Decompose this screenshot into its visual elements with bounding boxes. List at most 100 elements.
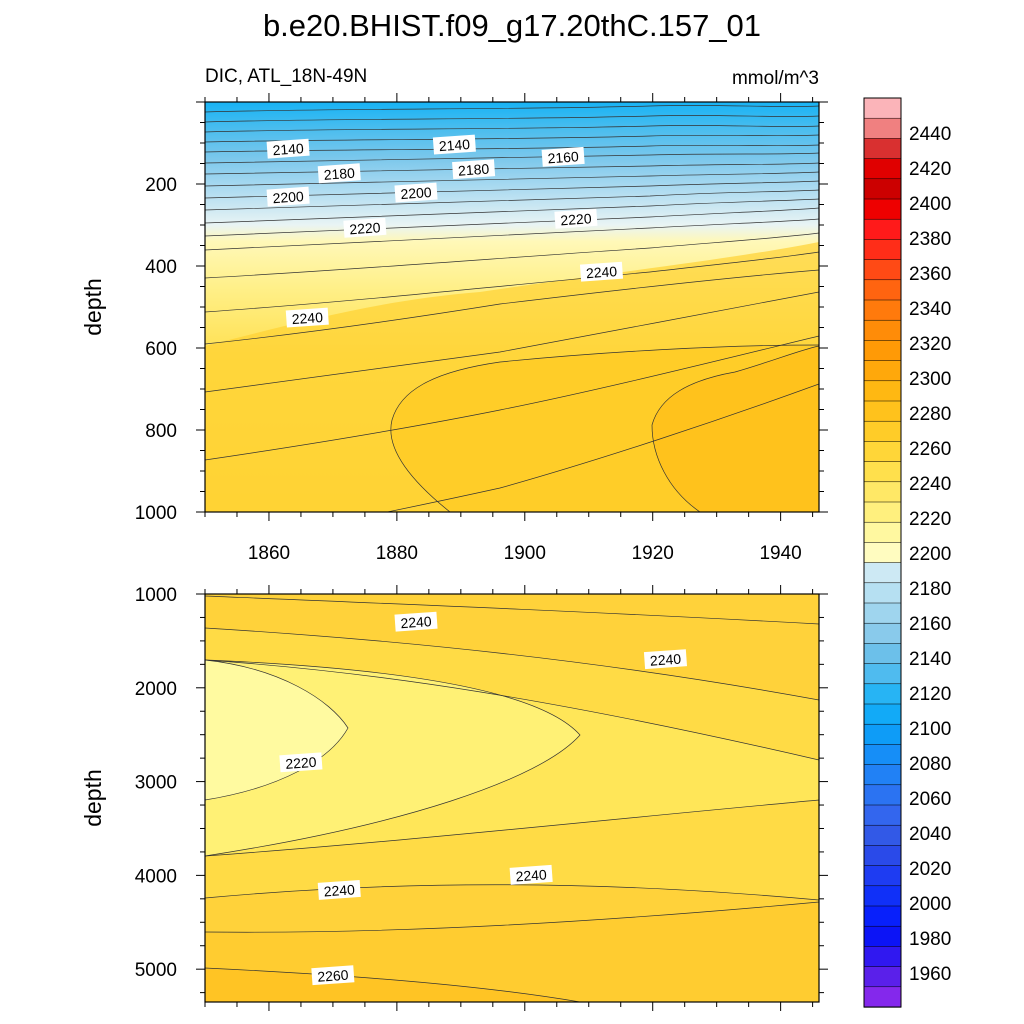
colorbar-swatch — [863, 865, 902, 887]
x-tick-label: 1920 — [632, 543, 674, 564]
lower-contour — [205, 627, 819, 701]
colorbar-swatch — [863, 723, 902, 746]
contour-label-box — [394, 182, 438, 203]
x-tick-label: 1880 — [376, 543, 418, 564]
colorbar-label: 2420 — [909, 159, 951, 180]
upper-contour — [385, 383, 819, 512]
lower-panel-fill — [205, 594, 819, 1002]
contour-label-box — [285, 307, 329, 328]
contour-label-text: 2180 — [323, 165, 355, 183]
contour-label-text: 2240 — [585, 263, 617, 281]
colorbar-label: 2100 — [909, 719, 951, 740]
lower-y-axis-label: depth — [80, 769, 106, 827]
upper-y-ticks: 200 400 600 800 1000 — [135, 101, 828, 524]
colorbar-swatch — [863, 239, 902, 261]
lower-contour — [205, 659, 581, 857]
colorbar-label: 2120 — [909, 684, 951, 705]
y-tick-label: 400 — [145, 257, 177, 278]
colorbar-label: 2400 — [909, 194, 951, 215]
contour-label-box — [432, 134, 476, 155]
upper-panel: 2140 2140 2160 2180 2180 2200 2200 2220 2220 2240… — [80, 93, 828, 564]
upper-band-2260b — [652, 346, 819, 512]
y-tick-label: 200 — [145, 175, 177, 196]
colorbar-swatch — [863, 845, 902, 867]
lower-contour — [205, 799, 819, 857]
contour-label-text: 2200 — [400, 184, 432, 202]
contour-label-box — [317, 163, 361, 184]
contour-label-box — [541, 146, 585, 167]
colorbar-swatch — [863, 622, 902, 645]
upper-contour — [205, 232, 819, 279]
colorbar-label: 2380 — [909, 229, 951, 250]
contour-label: 2220 — [279, 752, 323, 773]
upper-contour-labels: 2140 2140 2160 2180 2180 2200 2200 2220 2220 2240… — [266, 134, 624, 328]
colorbar-swatch — [863, 885, 902, 907]
contour-label-text: 2260 — [317, 967, 349, 985]
contour-label: 2160 — [541, 146, 585, 167]
colorbar-swatch — [863, 299, 902, 321]
colorbar-swatch — [863, 400, 902, 422]
contour-label: 2220 — [343, 217, 387, 238]
colorbar-label: 2260 — [909, 439, 951, 460]
colorbar-frame — [863, 97, 902, 1008]
y-tick-label: 1000 — [135, 503, 177, 524]
colorbar-swatch — [863, 784, 902, 806]
colorbar-swatch — [863, 340, 902, 362]
colorbar-swatch — [863, 97, 902, 119]
colorbar-swatch — [863, 380, 902, 402]
contour-label-text: 2220 — [285, 754, 317, 772]
colorbar-swatch — [863, 804, 902, 826]
contour-label: 2180 — [317, 163, 361, 184]
contour-label: 2180 — [452, 159, 496, 180]
contour-label-text: 2140 — [272, 140, 304, 158]
upper-contour — [205, 134, 819, 143]
colorbar-swatch — [863, 925, 902, 948]
colorbar-swatch — [863, 360, 902, 382]
lower-contour — [205, 595, 819, 625]
colorbar-swatch — [863, 218, 902, 241]
colorbar-label: 2080 — [909, 754, 951, 775]
y-tick-label: 800 — [145, 421, 177, 442]
colorbar-swatch — [863, 663, 902, 685]
colorbar-label: 2340 — [909, 299, 951, 320]
contour-label: 2240 — [579, 261, 624, 282]
contour-label-box — [643, 649, 688, 670]
contour-label-text: 2240 — [291, 309, 323, 327]
contour-label-box — [266, 138, 310, 159]
upper-contour — [205, 171, 819, 187]
contour-label-text: 2240 — [649, 651, 681, 669]
y-tick-label: 1000 — [135, 585, 177, 606]
colorbar-swatch — [863, 542, 902, 564]
contour-label-text: 2240 — [515, 866, 547, 884]
colorbar-label: 2000 — [909, 894, 951, 915]
y-tick-label: 2000 — [135, 679, 177, 700]
contour-label-text: 2240 — [400, 613, 432, 631]
colorbar-label: 1960 — [909, 964, 951, 985]
colorbar-label: 2040 — [909, 824, 951, 845]
colorbar-swatch — [863, 562, 902, 584]
colorbar-swatch — [863, 764, 902, 786]
lower-contour — [205, 659, 349, 801]
upper-contour — [205, 125, 819, 133]
lower-y-ticks: 1000 2000 3000 4000 5000 — [135, 585, 828, 994]
contour-label: 2200 — [394, 182, 438, 203]
upper-y-axis-label: depth — [80, 278, 106, 336]
contour-label-text: 2220 — [560, 210, 592, 228]
colorbar-label: 2200 — [909, 544, 951, 565]
contour-label: 2240 — [509, 864, 553, 885]
colorbar-swatch — [863, 138, 902, 160]
colorbar-label: 2360 — [909, 264, 951, 285]
colorbar-label: 2180 — [909, 579, 951, 600]
contour-label-box — [452, 159, 496, 180]
contour-label-box — [279, 752, 323, 773]
colorbar-swatch — [863, 279, 902, 301]
lower-contour-lines — [205, 595, 819, 1002]
lower-contour — [205, 659, 819, 761]
colorbar-label: 2020 — [909, 859, 951, 880]
y-tick-label: 5000 — [135, 960, 177, 981]
lower-contour — [205, 884, 819, 901]
colorbar-swatch — [863, 824, 902, 847]
colorbar-swatch — [863, 461, 902, 483]
colorbar-swatch — [863, 319, 902, 342]
upper-contour — [651, 345, 819, 512]
